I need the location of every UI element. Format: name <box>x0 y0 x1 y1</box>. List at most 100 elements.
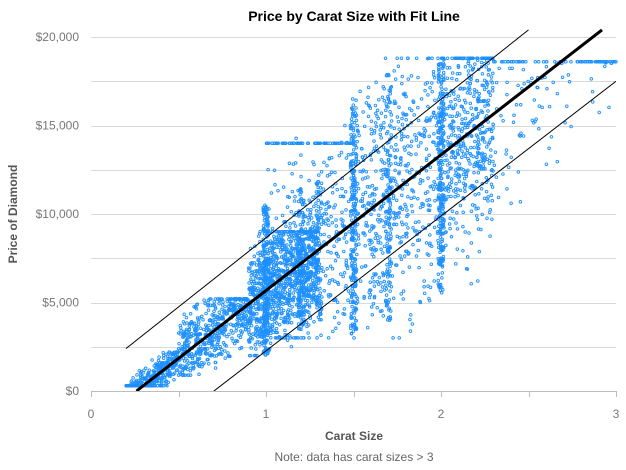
data-point <box>388 109 392 114</box>
data-point <box>237 297 242 301</box>
data-point <box>264 218 269 222</box>
data-point <box>389 113 394 117</box>
data-point <box>384 209 389 214</box>
data-point <box>293 224 298 228</box>
data-point <box>380 160 385 164</box>
data-point <box>279 261 283 265</box>
data-point <box>446 170 450 174</box>
data-point <box>416 196 420 201</box>
data-point <box>201 317 205 322</box>
data-point <box>431 187 436 191</box>
data-point <box>372 294 377 299</box>
data-point <box>278 284 282 288</box>
data-point <box>491 159 495 164</box>
data-point <box>294 243 299 247</box>
data-point <box>279 268 284 272</box>
data-point <box>469 106 473 110</box>
data-point <box>276 266 281 271</box>
data-point <box>247 269 251 273</box>
data-point <box>165 383 169 388</box>
data-point <box>467 121 471 126</box>
data-point <box>282 320 287 325</box>
data-point <box>351 329 356 333</box>
data-point <box>480 72 485 76</box>
data-point <box>344 284 348 288</box>
data-point <box>440 136 444 140</box>
data-point <box>265 207 270 212</box>
data-point <box>398 157 403 161</box>
data-point <box>369 227 374 231</box>
data-point <box>351 182 356 186</box>
data-point <box>252 254 257 259</box>
data-point <box>193 332 198 337</box>
data-point <box>473 90 477 95</box>
data-point <box>275 275 279 279</box>
data-point <box>288 244 293 248</box>
data-point <box>474 106 479 111</box>
data-point <box>392 148 397 152</box>
data-point <box>501 118 505 123</box>
data-point <box>319 170 324 174</box>
data-point <box>348 300 353 304</box>
data-point <box>340 186 344 191</box>
data-point <box>311 281 316 286</box>
data-point <box>454 160 458 165</box>
data-point <box>231 331 235 335</box>
data-point <box>440 193 445 197</box>
data-point <box>440 271 445 275</box>
data-point <box>476 67 481 72</box>
data-point <box>353 180 358 184</box>
data-point <box>392 101 397 106</box>
data-point <box>427 153 431 158</box>
data-point <box>242 310 246 315</box>
data-point <box>399 56 404 60</box>
data-point <box>301 247 306 252</box>
data-point <box>200 347 204 351</box>
data-point <box>387 260 392 265</box>
data-point <box>226 351 230 355</box>
data-point <box>566 73 571 77</box>
data-point <box>283 281 288 286</box>
data-point <box>278 240 283 245</box>
data-point <box>255 324 259 329</box>
data-point <box>412 113 416 117</box>
data-point <box>437 160 441 165</box>
data-point <box>236 322 241 327</box>
data-point <box>336 254 340 258</box>
data-point <box>462 86 467 91</box>
data-point <box>248 292 252 297</box>
data-point <box>400 193 404 197</box>
data-point <box>234 326 239 330</box>
data-point <box>324 212 328 216</box>
data-point <box>384 236 389 240</box>
data-point <box>334 229 339 234</box>
data-point <box>463 154 468 158</box>
data-point <box>375 233 379 238</box>
data-point <box>451 150 456 154</box>
data-point <box>384 229 388 234</box>
data-point <box>466 59 471 64</box>
data-point <box>455 227 460 231</box>
data-point <box>438 230 442 234</box>
data-point <box>272 263 276 267</box>
data-point <box>347 141 351 145</box>
data-point <box>362 296 366 300</box>
data-point <box>292 199 297 203</box>
data-point <box>271 255 276 259</box>
data-point <box>295 141 300 145</box>
data-point <box>366 114 371 119</box>
data-point <box>417 238 422 242</box>
data-point <box>590 100 595 104</box>
data-point <box>446 163 450 167</box>
data-point <box>358 169 362 174</box>
data-point <box>481 160 486 164</box>
data-point <box>319 201 324 206</box>
data-point <box>355 182 360 186</box>
data-point <box>381 201 386 206</box>
data-point <box>296 241 301 245</box>
data-point <box>318 312 322 316</box>
data-point <box>468 162 472 166</box>
data-point <box>375 108 380 113</box>
data-point <box>455 247 460 251</box>
data-point <box>263 256 268 261</box>
